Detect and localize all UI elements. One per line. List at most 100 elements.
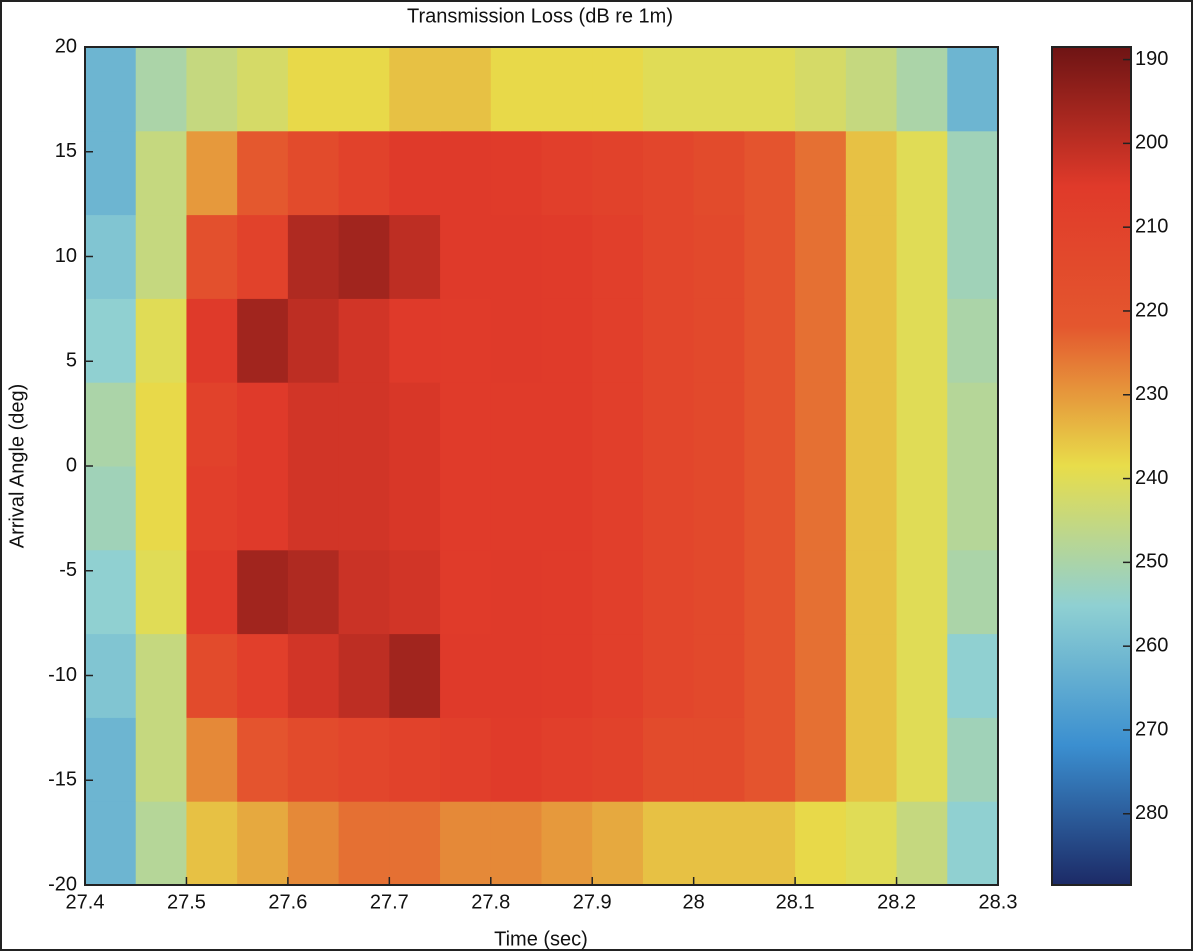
heatmap-cell <box>896 549 948 635</box>
heatmap-cell <box>541 801 593 886</box>
heatmap-cell <box>135 382 187 467</box>
y-tick-label: 10 <box>55 245 77 267</box>
heatmap-cell <box>440 633 492 718</box>
heatmap-cell <box>592 549 644 635</box>
heatmap-cell <box>795 801 847 886</box>
heatmap-cell <box>85 633 137 718</box>
heatmap-cell <box>693 801 745 886</box>
heatmap-cell <box>845 717 898 802</box>
heatmap-cell <box>744 549 796 635</box>
x-tick-label: 27.4 <box>66 891 105 913</box>
heatmap-cell <box>338 382 390 467</box>
heatmap-cell <box>490 466 542 551</box>
heatmap-cell <box>744 382 796 467</box>
y-tick-label: 5 <box>66 350 77 372</box>
heatmap-cell <box>795 466 847 551</box>
heatmap-cell <box>186 549 238 635</box>
heatmap-cell <box>896 466 948 551</box>
heatmap-cell <box>490 549 542 635</box>
heatmap-cell <box>896 130 948 216</box>
heatmap-cell <box>642 382 695 467</box>
heatmap-cell <box>541 466 593 551</box>
heatmap-cell <box>845 214 898 299</box>
heatmap-cell <box>237 466 289 551</box>
colorbar-tick-label: 250 <box>1135 551 1168 573</box>
heatmap-cell <box>744 214 796 299</box>
x-tick-label: 28.1 <box>776 891 815 913</box>
heatmap-cell <box>947 466 999 551</box>
heatmap-cell <box>85 801 137 886</box>
heatmap-cell <box>845 298 898 383</box>
heatmap-cell <box>642 466 695 551</box>
heatmap-cell <box>693 633 745 718</box>
heatmap-cell <box>287 466 340 551</box>
heatmap-cell <box>389 130 441 216</box>
heatmap-cell <box>85 298 137 383</box>
heatmap-cell <box>85 214 137 299</box>
colorbar-tick-label: 260 <box>1135 634 1168 656</box>
heatmap-cell <box>85 130 137 216</box>
heatmap-cell <box>693 466 745 551</box>
heatmap-cell <box>287 382 340 467</box>
heatmap-cell <box>592 466 644 551</box>
heatmap-cell <box>287 633 340 718</box>
heatmap-cell <box>186 382 238 467</box>
heatmap-cell <box>237 382 289 467</box>
heatmap-cell <box>693 47 745 132</box>
heatmap-cell <box>744 47 796 132</box>
heatmap-cell <box>592 801 644 886</box>
heatmap-cell <box>85 549 137 635</box>
heatmap-cell <box>287 801 340 886</box>
heatmap-cell <box>389 633 441 718</box>
heatmap-cell <box>135 47 187 132</box>
colorbar-tick-label: 220 <box>1135 299 1168 321</box>
colorbar-tick-label: 270 <box>1135 718 1168 740</box>
heatmap-cell <box>135 130 187 216</box>
heatmap-cell <box>541 633 593 718</box>
x-axis-label: Time (sec) <box>494 928 588 950</box>
heatmap-cell <box>237 633 289 718</box>
heatmap-cell <box>541 47 593 132</box>
heatmap-cell <box>693 214 745 299</box>
heatmap-cell <box>135 298 187 383</box>
heatmap-cell <box>85 466 137 551</box>
heatmap-cell <box>845 633 898 718</box>
colorbar-tick-label: 190 <box>1135 48 1168 70</box>
heatmap-cell <box>744 717 796 802</box>
heatmap-cell <box>389 801 441 886</box>
heatmap-cell <box>795 717 847 802</box>
heatmap-cell <box>186 466 238 551</box>
x-tick-label: 28.3 <box>979 891 1018 913</box>
heatmap-cell <box>795 298 847 383</box>
heatmap-cell <box>642 717 695 802</box>
heatmap-cell <box>389 549 441 635</box>
heatmap-cell <box>795 214 847 299</box>
heatmap-cell <box>389 298 441 383</box>
x-tick-label: 28.2 <box>877 891 916 913</box>
colorbar-tick-label: 280 <box>1135 802 1168 824</box>
heatmap-cell <box>541 549 593 635</box>
heatmap-cell <box>237 298 289 383</box>
heatmap-cell <box>389 214 441 299</box>
y-tick-label: 20 <box>55 35 77 57</box>
heatmap-cell <box>389 717 441 802</box>
heatmap-cell <box>642 549 695 635</box>
colorbar-tick-label: 210 <box>1135 215 1168 237</box>
heatmap-cell <box>845 47 898 132</box>
heatmap-cell <box>287 717 340 802</box>
heatmap-cell <box>744 298 796 383</box>
heatmap-cell <box>338 549 390 635</box>
heatmap-cell <box>338 47 390 132</box>
heatmap-cell <box>237 801 289 886</box>
heatmap-cell <box>592 633 644 718</box>
heatmap-cell <box>795 633 847 718</box>
heatmap-cell <box>541 130 593 216</box>
heatmap-cell <box>541 717 593 802</box>
heatmap-cell <box>440 549 492 635</box>
heatmap-cell <box>338 130 390 216</box>
heatmap-cell <box>186 298 238 383</box>
heatmap-cell <box>490 130 542 216</box>
heatmap-cell <box>389 466 441 551</box>
colorbar-tick-label: 230 <box>1135 383 1168 405</box>
heatmap-cell <box>693 298 745 383</box>
